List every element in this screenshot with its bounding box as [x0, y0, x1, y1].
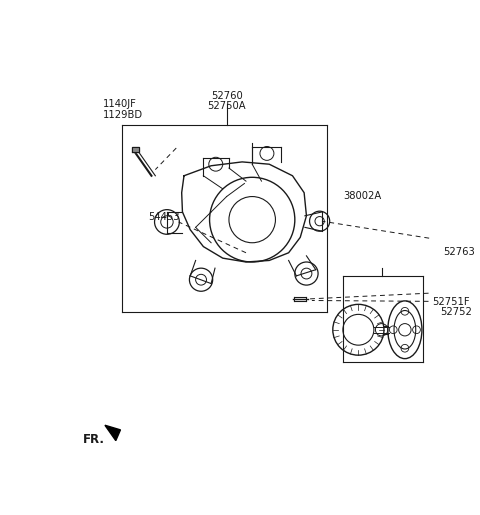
Text: 52760: 52760 — [211, 91, 242, 101]
Text: 1129BD: 1129BD — [103, 110, 143, 119]
Polygon shape — [132, 147, 139, 152]
Text: 52750A: 52750A — [207, 101, 246, 111]
Text: 52763: 52763 — [444, 247, 475, 256]
Text: 52752: 52752 — [440, 306, 472, 317]
Polygon shape — [105, 425, 120, 441]
Text: 1140JF: 1140JF — [103, 99, 136, 109]
Text: 54453: 54453 — [149, 212, 180, 222]
Text: FR.: FR. — [83, 433, 105, 445]
Text: 52751F: 52751F — [432, 297, 469, 306]
Text: 38002A: 38002A — [343, 191, 381, 201]
